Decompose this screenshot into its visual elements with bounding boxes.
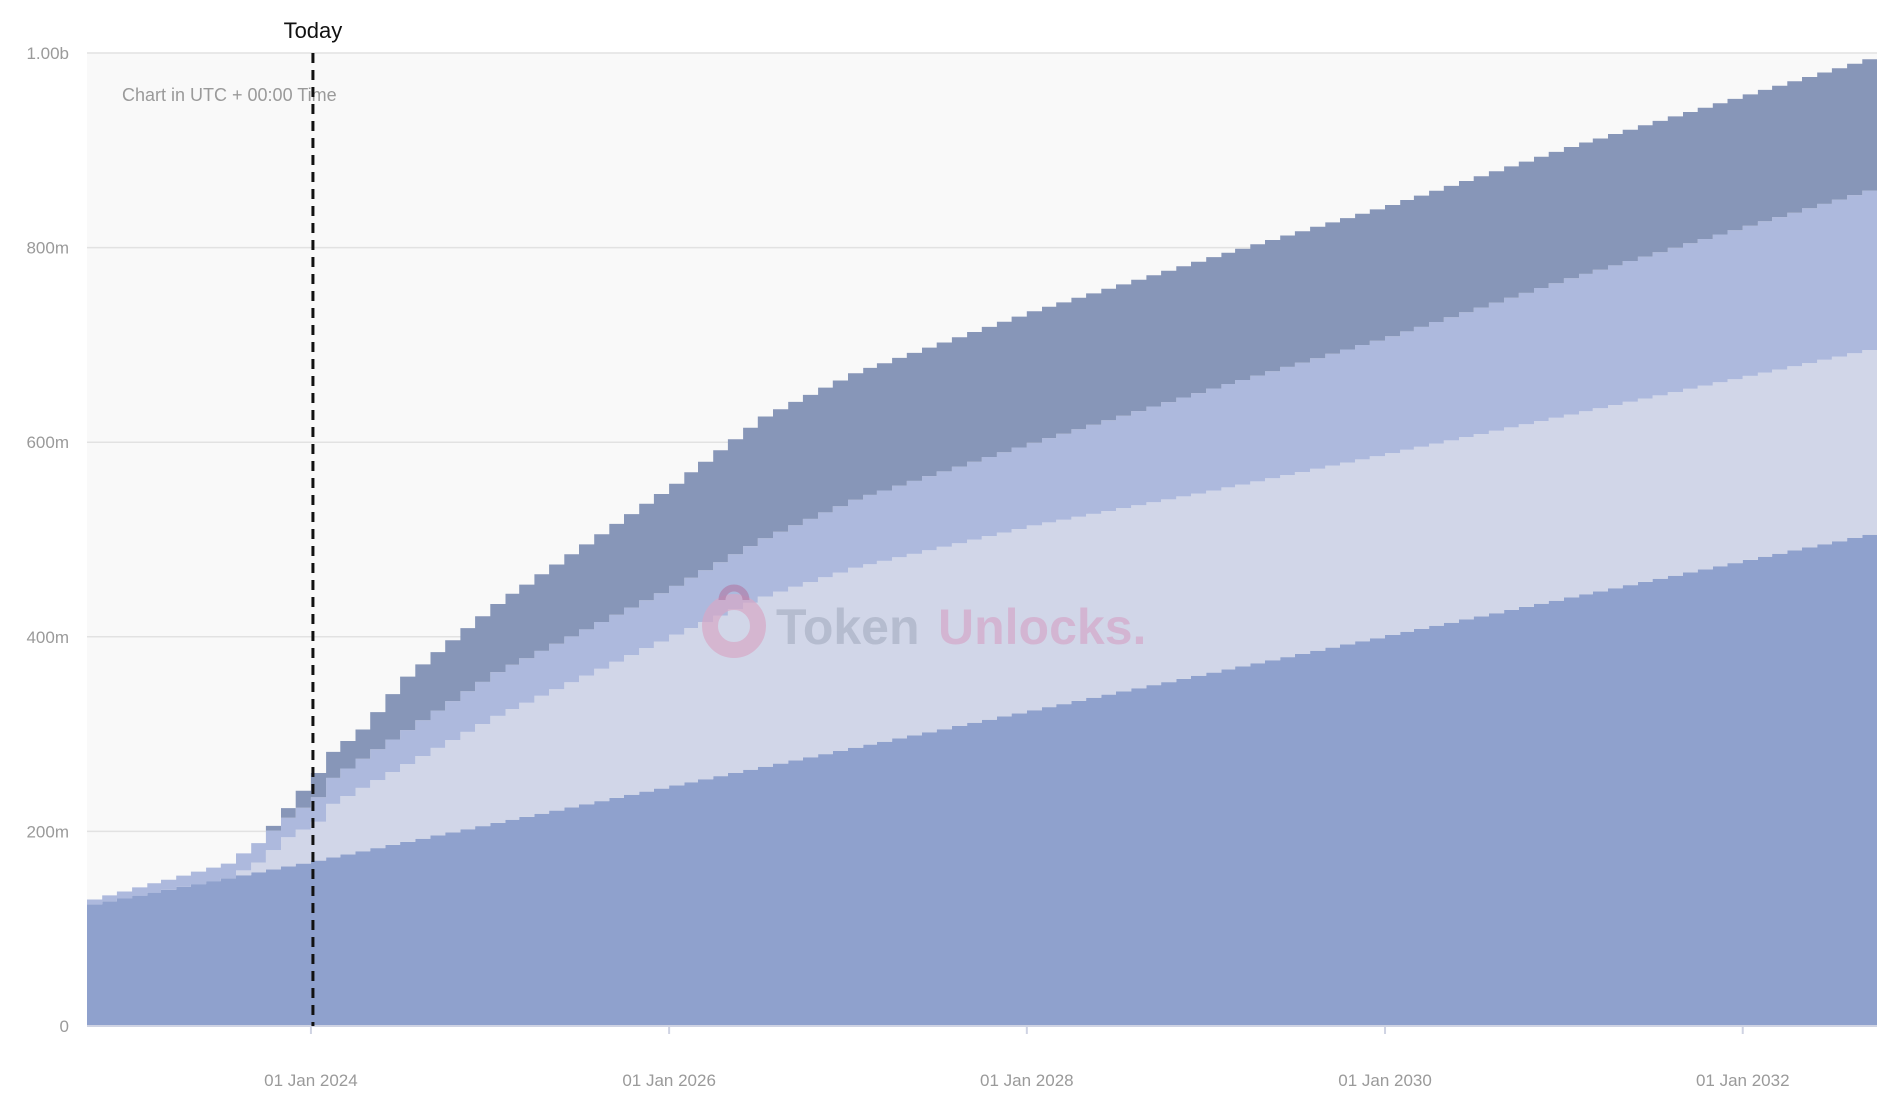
x-tick-label: 01 Jan 2030: [1338, 1071, 1432, 1090]
series-area-3: [87, 186, 1877, 905]
today-marker: Today: [284, 18, 343, 1026]
stacked-areas: [87, 54, 1877, 1026]
y-tick-label: 400m: [26, 628, 69, 647]
watermark: Token Unlocks.: [702, 584, 1146, 658]
y-tick-label: 1.00b: [26, 44, 69, 63]
x-tick-label: 01 Jan 2028: [980, 1071, 1074, 1090]
watermark-unlocks: Unlocks.: [938, 599, 1146, 655]
y-tick-label: 600m: [26, 433, 69, 452]
series-area-4: [87, 54, 1877, 900]
x-tick-label: 01 Jan 2026: [622, 1071, 716, 1090]
y-tick-label: 0: [60, 1017, 69, 1036]
series-area-2: [87, 346, 1877, 905]
chart-timezone-note: Chart in UTC + 00:00 Time: [122, 85, 337, 105]
series-area-1: [87, 531, 1877, 1026]
axes: 0 200m 400m 600m 800m 1.00b 01 Jan 2024 01 Jan …: [26, 44, 1877, 1090]
y-tick-label: 800m: [26, 239, 69, 258]
watermark-token: Token: [776, 599, 920, 655]
today-label: Today: [284, 18, 343, 43]
lock-icon: [702, 584, 766, 658]
x-tick-label: 01 Jan 2024: [264, 1071, 358, 1090]
y-tick-label: 200m: [26, 822, 69, 841]
x-tick-label: 01 Jan 2032: [1696, 1071, 1790, 1090]
